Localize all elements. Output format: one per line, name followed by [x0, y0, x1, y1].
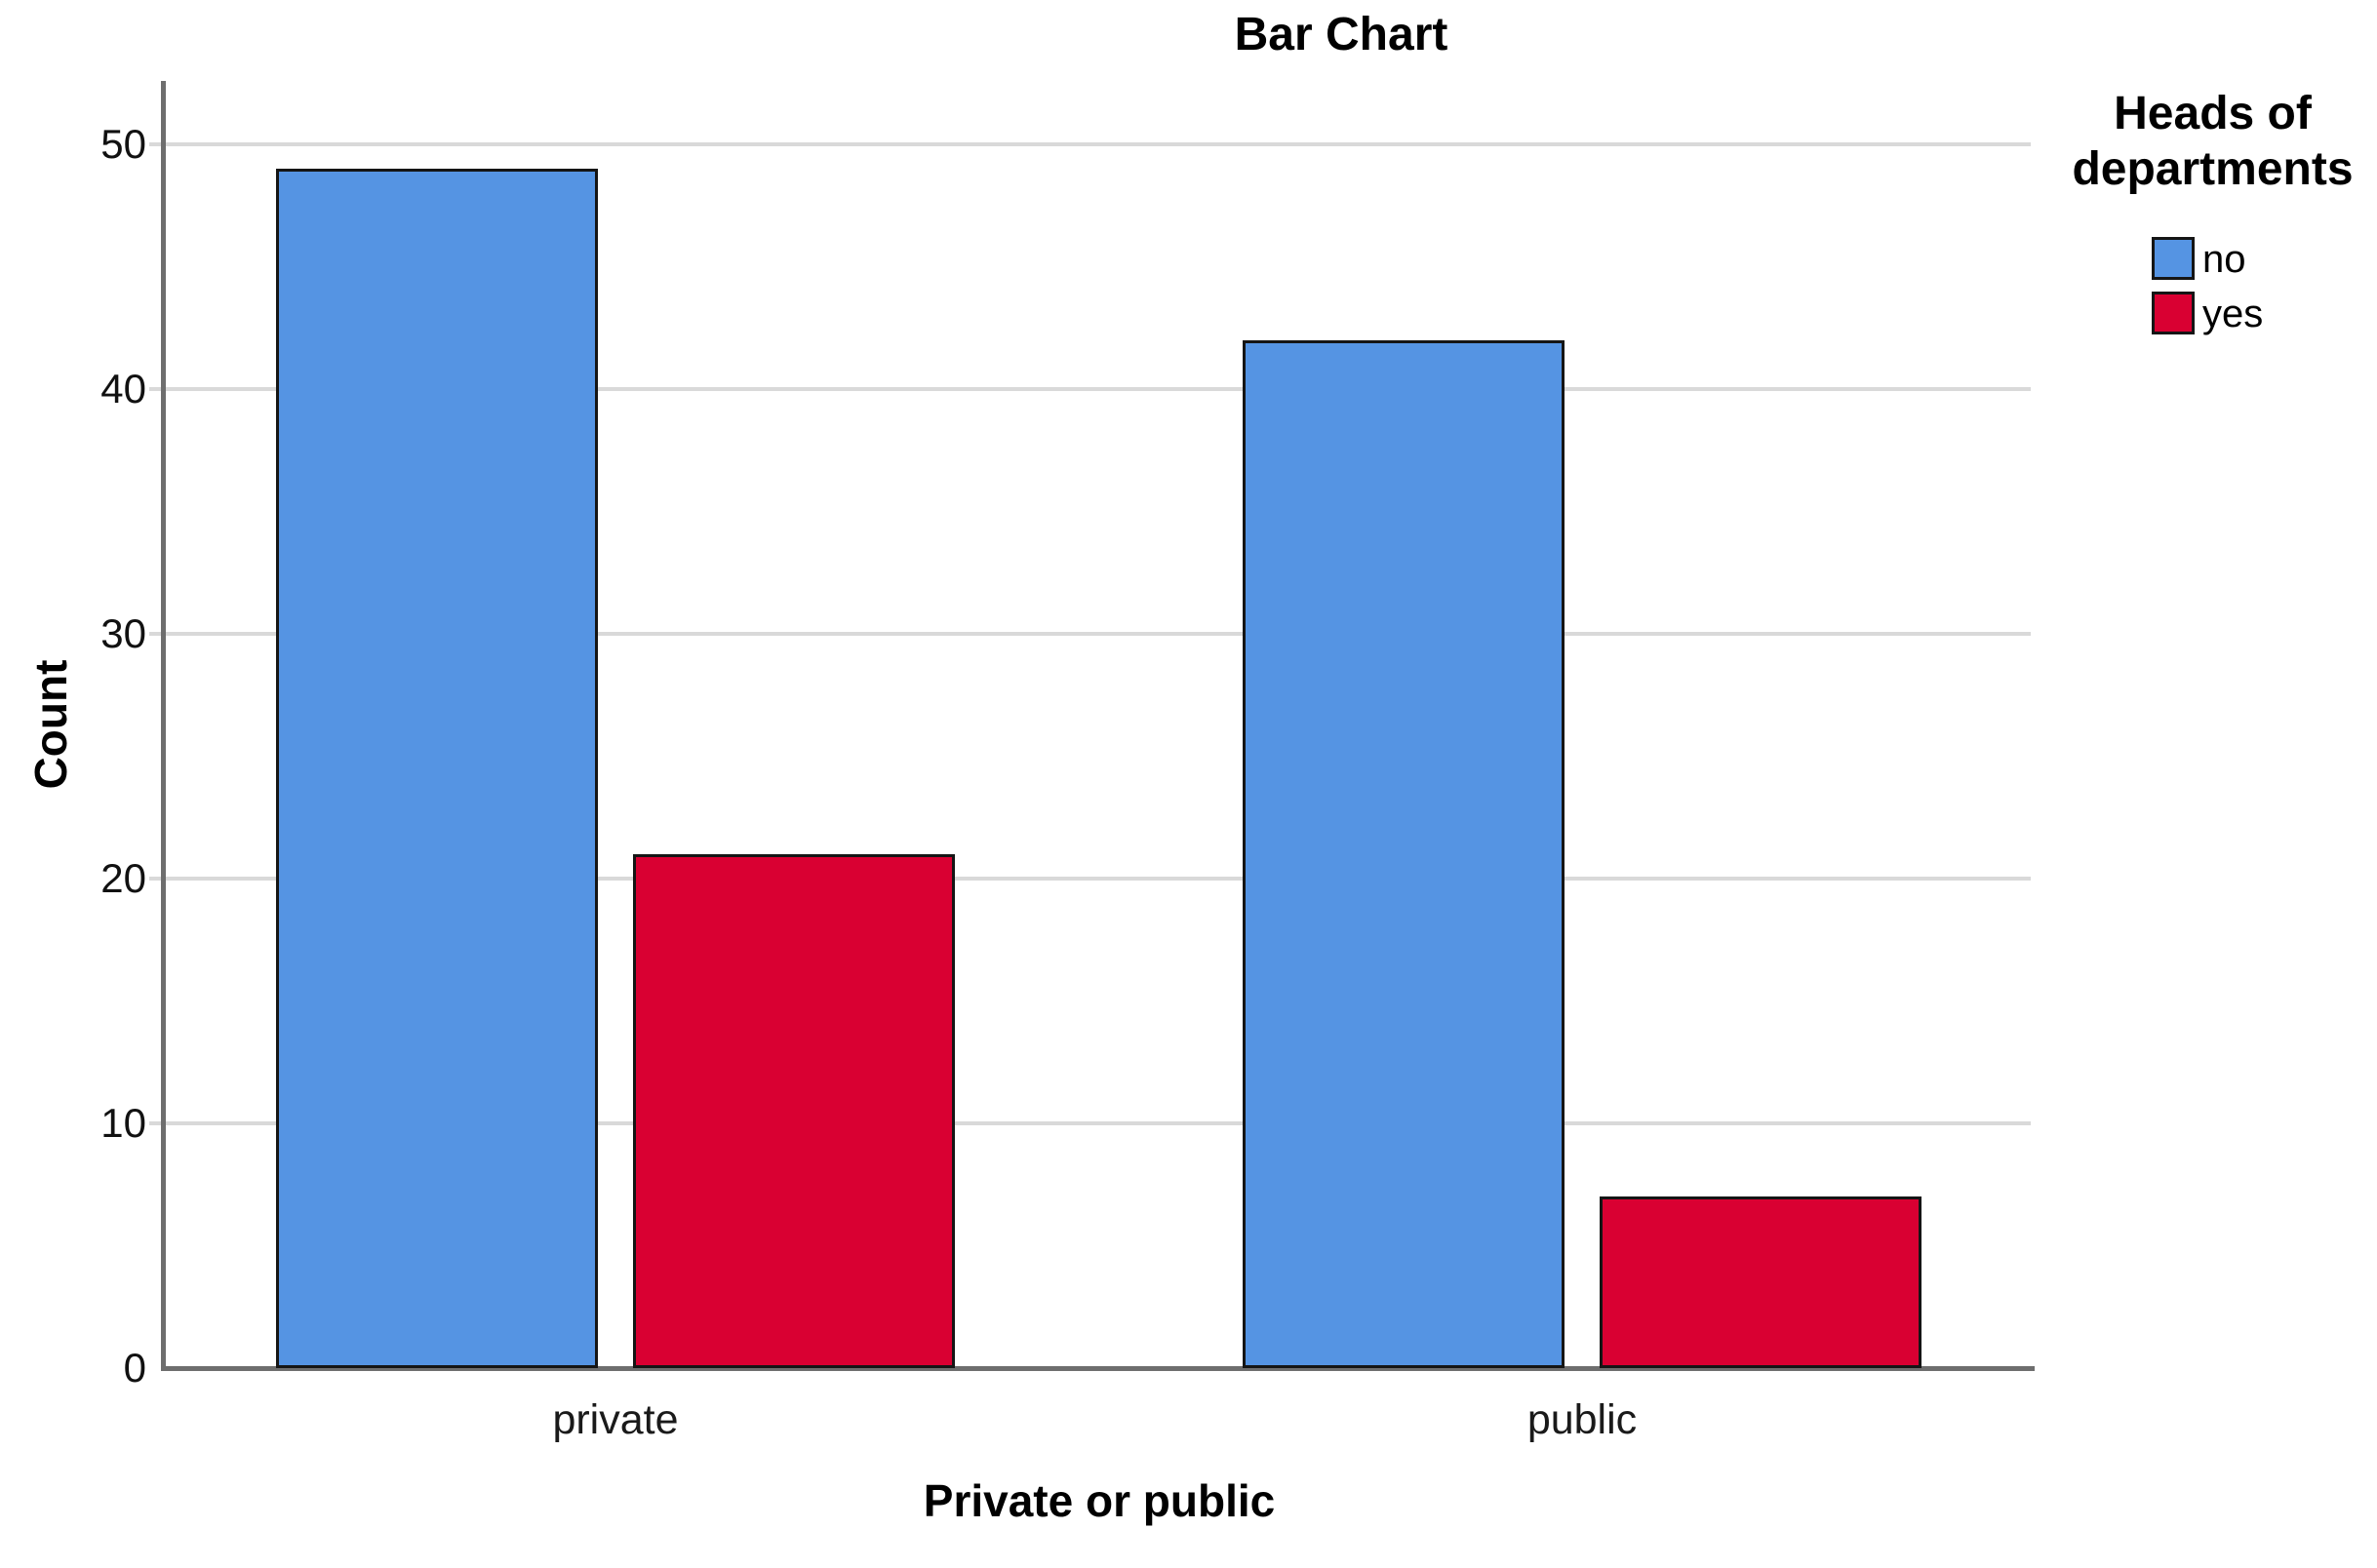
x-axis-title: Private or public: [923, 1475, 1276, 1526]
legend-swatch-no: [2152, 237, 2195, 280]
y-axis-title: Count: [25, 659, 76, 790]
y-tick-label-40: 40: [100, 366, 146, 412]
legend-item-yes: yes: [2152, 292, 2263, 334]
gridline-20: [166, 877, 2031, 881]
y-tick-40: [149, 387, 161, 391]
legend-swatch-yes: [2152, 292, 2195, 334]
x-tick-label-public: public: [1526, 1396, 1638, 1443]
y-tick-label-10: 10: [100, 1100, 146, 1146]
gridline-10: [166, 1121, 2031, 1125]
y-tick-label-20: 20: [100, 855, 146, 901]
gridline-40: [166, 387, 2031, 391]
y-tick-label-0: 0: [123, 1345, 146, 1391]
legend-item-no: no: [2152, 237, 2263, 280]
y-axis-line: [161, 81, 166, 1371]
legend-label-no: no: [2202, 238, 2246, 281]
bar-public-yes: [1600, 1196, 1921, 1368]
legend-label-yes: yes: [2202, 293, 2264, 335]
y-tick-50: [149, 142, 161, 146]
bar-private-yes: [633, 854, 955, 1368]
y-tick-label-30: 30: [100, 610, 146, 656]
y-tick-10: [149, 1121, 161, 1125]
legend-title: Heads of departments: [2072, 88, 2354, 195]
x-tick-label-private: private: [552, 1396, 679, 1443]
legend-items: no yes: [2152, 237, 2263, 346]
chart-title: Bar Chart: [1234, 9, 1448, 60]
bar-public-no: [1243, 340, 1565, 1368]
gridline-50: [166, 142, 2031, 146]
y-tick-30: [149, 632, 161, 636]
bar-private-no: [276, 169, 598, 1368]
y-tick-20: [149, 877, 161, 881]
gridline-30: [166, 632, 2031, 636]
x-axis-line: [161, 1366, 2035, 1371]
y-tick-label-50: 50: [100, 121, 146, 167]
